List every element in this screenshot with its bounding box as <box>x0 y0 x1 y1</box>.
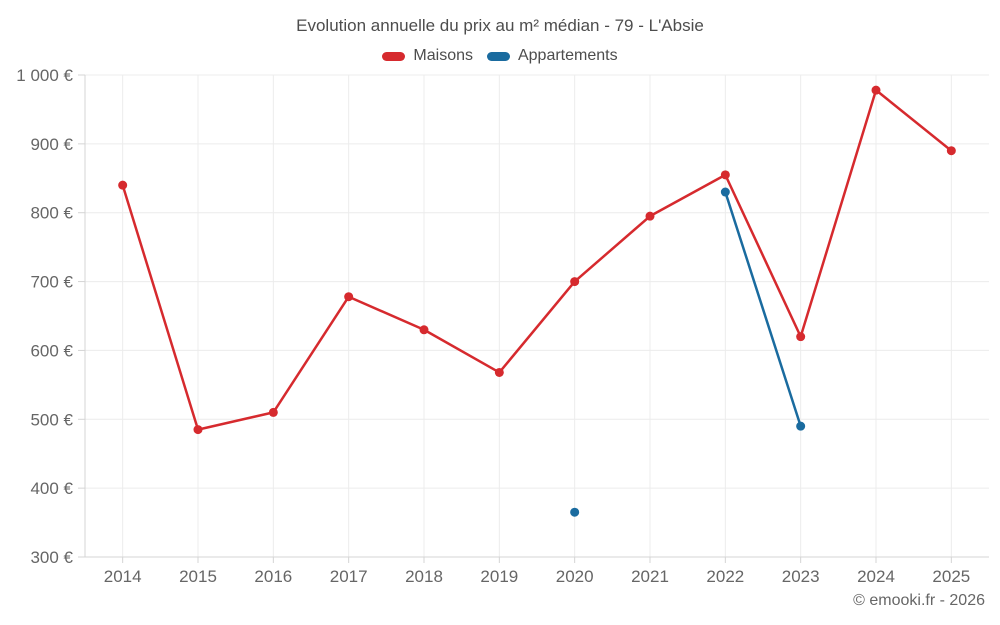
x-tick-label: 2016 <box>254 567 292 586</box>
chart-title: Evolution annuelle du prix au m² médian … <box>296 16 704 35</box>
series-line-appartements <box>724 190 802 428</box>
series-line-maisons <box>121 88 953 431</box>
data-point-maisons <box>946 146 956 156</box>
data-point-maisons <box>118 180 128 190</box>
legend-label: Maisons <box>413 47 473 64</box>
x-tick-label: 2020 <box>556 567 594 586</box>
x-tick-label: 2019 <box>480 567 518 586</box>
y-tick-label: 400 € <box>30 479 73 498</box>
x-tick-label: 2018 <box>405 567 443 586</box>
y-tick-label: 900 € <box>30 135 73 154</box>
legend-item-maisons[interactable]: Maisons <box>382 47 473 65</box>
data-point-appartements <box>796 421 806 431</box>
data-point-maisons <box>796 332 806 342</box>
x-tick-label: 2023 <box>782 567 820 586</box>
data-point-maisons <box>645 211 655 221</box>
data-point-appartements <box>720 187 730 197</box>
y-tick-label: 800 € <box>30 204 73 223</box>
y-tick-label: 600 € <box>30 341 73 360</box>
x-tick-label: 2014 <box>104 567 142 586</box>
data-point-appartements <box>570 507 580 517</box>
legend-swatch-icon <box>486 51 510 61</box>
x-tick-label: 2021 <box>631 567 669 586</box>
data-point-maisons <box>570 277 580 287</box>
data-point-maisons <box>494 367 504 377</box>
legend: Maisons Appartements <box>0 46 1000 66</box>
data-point-maisons <box>268 407 278 417</box>
data-point-maisons <box>871 85 881 95</box>
x-tick-label: 2015 <box>179 567 217 586</box>
legend-swatch-icon <box>382 51 406 61</box>
copyright: © emooki.fr - 2026 <box>853 592 985 609</box>
y-tick-label: 300 € <box>30 548 73 567</box>
x-tick-label: 2022 <box>706 567 744 586</box>
legend-label: Appartements <box>517 47 618 64</box>
data-point-maisons <box>193 425 203 435</box>
legend-item-appartements[interactable]: Appartements <box>486 47 618 65</box>
data-point-maisons <box>720 170 730 180</box>
y-tick-label: 1 000 € <box>16 66 73 85</box>
x-tick-label: 2024 <box>857 567 895 586</box>
x-tick-label: 2025 <box>932 567 970 586</box>
data-point-maisons <box>419 325 429 335</box>
y-tick-label: 500 € <box>30 410 73 429</box>
x-tick-label: 2017 <box>330 567 368 586</box>
y-tick-label: 700 € <box>30 273 73 292</box>
data-point-maisons <box>344 292 354 302</box>
